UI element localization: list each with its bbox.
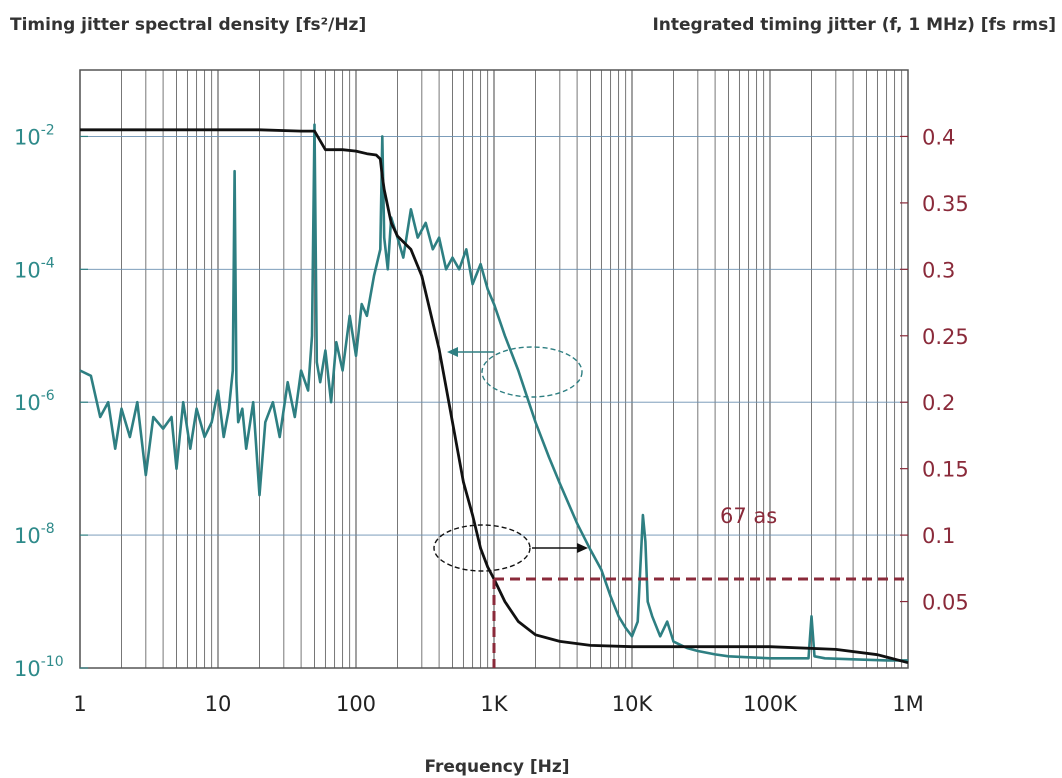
x-tick-label: 10 bbox=[205, 692, 232, 716]
left-y-tick-label: 10-2 bbox=[14, 122, 55, 149]
x-tick-label: 10K bbox=[612, 692, 654, 716]
right-y-tick-label: 0.35 bbox=[922, 192, 969, 216]
x-tick-label: 1 bbox=[73, 692, 86, 716]
left-y-tick-label: 10-4 bbox=[14, 255, 55, 282]
right-y-tick-label: 0.05 bbox=[922, 591, 969, 615]
x-tick-label: 1K bbox=[480, 692, 508, 716]
right-y-tick-label: 0.1 bbox=[922, 524, 955, 548]
integrated-jitter-series-line bbox=[80, 128, 909, 665]
right-y-tick-label: 0.2 bbox=[922, 391, 955, 415]
right-y-tick-label: 0.4 bbox=[922, 125, 955, 149]
psd-series-callout-ellipse bbox=[481, 346, 583, 398]
integrated-series-callout-arrowhead bbox=[577, 543, 588, 553]
psd-series-line bbox=[79, 123, 908, 662]
annotation-label: 67 as bbox=[720, 504, 777, 528]
left-y-tick-label: 10-6 bbox=[14, 388, 55, 415]
vertical-gridlines bbox=[79, 70, 903, 668]
x-tick-label: 100K bbox=[743, 692, 798, 716]
left-y-tick-label: 10-8 bbox=[14, 521, 55, 548]
x-axis-ticks: 1 10 100 1K 10K 100K 1M bbox=[73, 692, 923, 716]
right-axis-title: Integrated timing jitter (f, 1 MHz) [fs … bbox=[652, 15, 1056, 35]
left-axis-title: Timing jitter spectral density [fs²/Hz] bbox=[10, 15, 366, 35]
psd-series-callout-arrowhead bbox=[447, 347, 458, 357]
left-y-tick-label: 10-10 bbox=[14, 654, 64, 681]
right-axis-ticks: 0.4 0.35 0.3 0.25 0.2 0.15 0.1 0.05 bbox=[900, 125, 969, 615]
left-axis-ticks: 10-2 10-4 10-6 10-8 10-10 bbox=[14, 122, 88, 681]
right-y-tick-label: 0.25 bbox=[922, 325, 969, 349]
x-tick-label: 1M bbox=[892, 692, 923, 716]
x-tick-label: 100 bbox=[336, 692, 376, 716]
integrated-series-callout-ellipse bbox=[433, 524, 531, 572]
right-y-tick-label: 0.3 bbox=[922, 258, 955, 282]
right-y-tick-label: 0.15 bbox=[922, 458, 969, 482]
x-axis-title: Frequency [Hz] bbox=[424, 757, 569, 777]
